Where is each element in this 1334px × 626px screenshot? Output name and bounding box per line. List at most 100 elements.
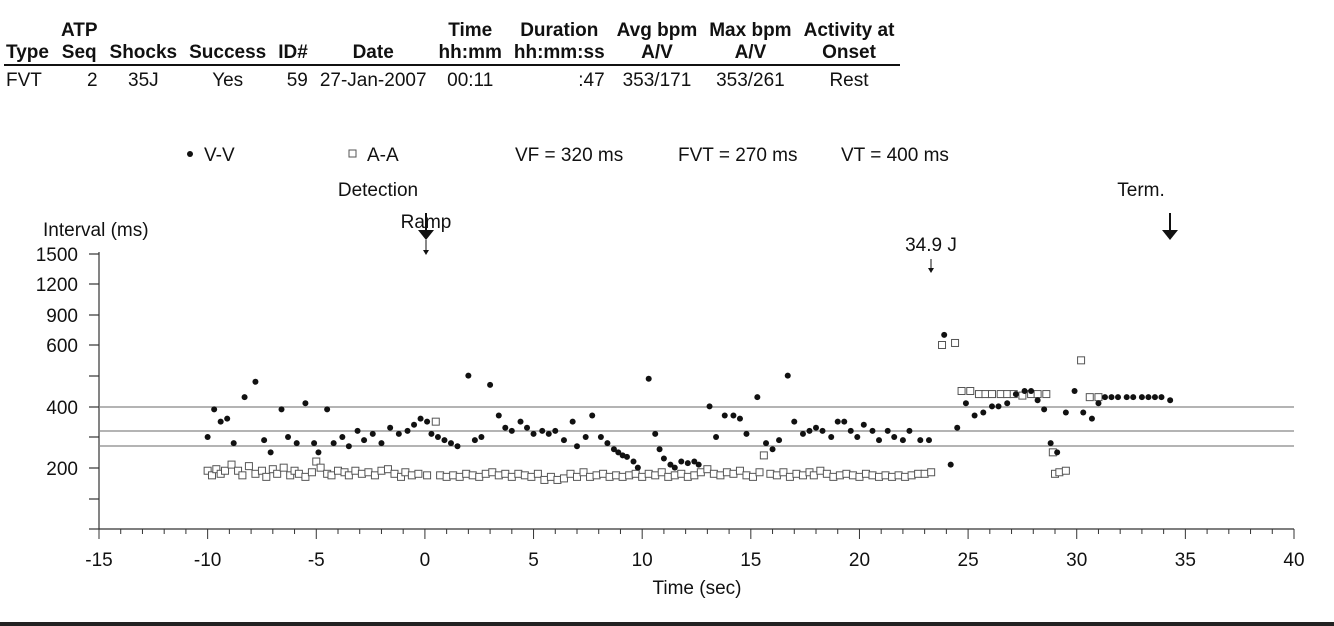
x-tick-label: -5 — [308, 550, 325, 571]
aa-point — [408, 472, 415, 479]
aa-point — [876, 473, 883, 480]
vv-point — [828, 434, 834, 440]
aa-point — [645, 470, 652, 477]
x-tick-label: 30 — [1066, 550, 1087, 571]
vv-point — [1124, 394, 1130, 400]
aa-point — [402, 469, 409, 476]
aa-point — [528, 473, 535, 480]
aa-point — [534, 470, 541, 477]
y-axis-label: Interval (ms) — [43, 220, 149, 241]
vv-point — [963, 400, 969, 406]
vv-point — [285, 434, 291, 440]
vv-point — [743, 431, 749, 437]
x-tick-label: 40 — [1283, 550, 1304, 571]
vv-point — [455, 443, 461, 449]
aa-point — [358, 470, 365, 477]
aa-point — [308, 469, 315, 476]
vv-point — [378, 440, 384, 446]
vv-point — [835, 419, 841, 425]
vv-point — [869, 428, 875, 434]
aa-point — [632, 470, 639, 477]
y-tick-label: 1500 — [36, 245, 78, 266]
ramp-arrow-icon — [423, 240, 429, 255]
aa-point — [626, 472, 633, 479]
vv-point — [972, 413, 978, 419]
aa-point — [658, 469, 665, 476]
y-tick-label: 600 — [46, 336, 78, 357]
aa-point — [717, 472, 724, 479]
zone-text-fvt: FVT = 270 ms — [678, 145, 798, 166]
vv-point — [1072, 388, 1078, 394]
vv-point — [941, 332, 947, 338]
vv-point — [848, 428, 854, 434]
vv-point — [294, 440, 300, 446]
vv-point — [635, 465, 641, 471]
aa-point — [869, 472, 876, 479]
vv-point — [657, 446, 663, 452]
aa-point — [378, 467, 385, 474]
vv-point — [876, 437, 882, 443]
aa-point — [521, 472, 528, 479]
vv-point — [791, 419, 797, 425]
aa-point — [915, 470, 922, 477]
aa-point — [743, 472, 750, 479]
aa-point — [541, 476, 548, 483]
y-tick-label: 200 — [46, 459, 78, 480]
aa-point — [352, 467, 359, 474]
vv-point — [387, 425, 393, 431]
vv-point — [598, 434, 604, 440]
x-tick-label: 10 — [632, 550, 653, 571]
aa-point — [365, 469, 372, 476]
vv-point — [989, 403, 995, 409]
vv-point — [1054, 449, 1060, 455]
aa-point — [982, 391, 989, 398]
vv-point — [696, 462, 702, 468]
aa-point — [691, 472, 698, 479]
aa-point — [928, 469, 935, 476]
x-tick-label: 5 — [528, 550, 539, 571]
aa-point — [437, 472, 444, 479]
vv-point — [448, 440, 454, 446]
vv-point — [574, 443, 580, 449]
aa-point — [684, 473, 691, 480]
vv-point — [1158, 394, 1164, 400]
vv-point — [242, 394, 248, 400]
vv-series — [205, 332, 1174, 471]
vv-point — [346, 443, 352, 449]
vv-point — [1130, 394, 1136, 400]
vv-point — [411, 422, 417, 428]
vv-point — [496, 413, 502, 419]
aa-point — [988, 391, 995, 398]
annotation-shock: 34.9 J — [905, 235, 957, 256]
vv-point — [435, 434, 441, 440]
aa-point — [817, 467, 824, 474]
aa-point — [749, 473, 756, 480]
x-tick-label: 0 — [420, 550, 431, 571]
aa-point — [882, 472, 889, 479]
aa-point — [508, 473, 515, 480]
aa-point — [415, 470, 422, 477]
aa-point — [567, 470, 574, 477]
aa-point — [975, 391, 982, 398]
vv-point — [465, 373, 471, 379]
vv-point — [570, 419, 576, 425]
vv-point — [252, 379, 258, 385]
vv-point — [539, 428, 545, 434]
aa-point — [274, 470, 281, 477]
vv-point — [1152, 394, 1158, 400]
aa-point — [450, 472, 457, 479]
vv-point — [224, 416, 230, 422]
vv-point — [737, 416, 743, 422]
aa-point — [547, 473, 554, 480]
vv-point — [685, 460, 691, 466]
x-axis-label: Time (sec) — [652, 578, 741, 599]
vv-point — [713, 434, 719, 440]
vv-point — [604, 440, 610, 446]
aa-point — [263, 473, 270, 480]
vv-point — [1035, 397, 1041, 403]
vv-point — [1080, 409, 1086, 415]
vv-point — [776, 437, 782, 443]
vv-point — [424, 419, 430, 425]
vv-point — [672, 465, 678, 471]
vv-point — [405, 428, 411, 434]
